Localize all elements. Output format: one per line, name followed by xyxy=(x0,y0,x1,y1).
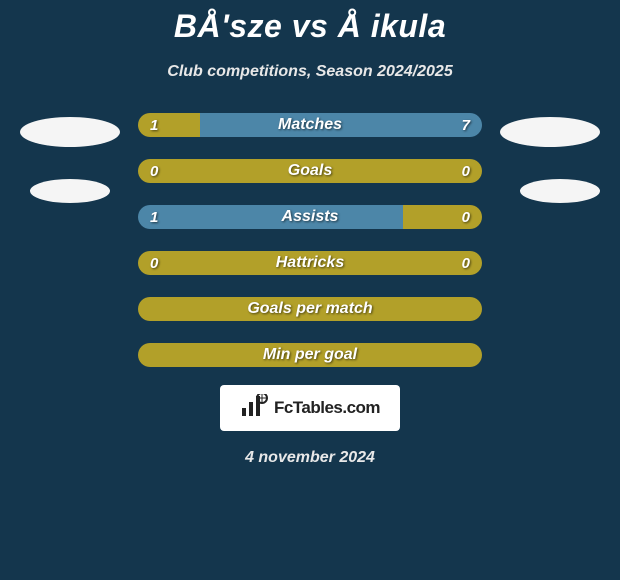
stat-label: Matches xyxy=(138,116,482,134)
club2-avatar xyxy=(520,179,600,203)
stats-card: BÅ'sze vs Å ikula Club competitions, Sea… xyxy=(0,0,620,467)
stat-label: Assists xyxy=(138,208,482,226)
stat-bar: 0Hattricks0 xyxy=(138,251,482,275)
stat-label: Goals xyxy=(138,162,482,180)
stat-bar: 1Matches7 xyxy=(138,113,482,137)
stat-value-right: 0 xyxy=(462,163,470,180)
player2-avatar xyxy=(500,117,600,147)
season-subtitle: Club competitions, Season 2024/2025 xyxy=(167,63,452,81)
comparison-title: BÅ'sze vs Å ikula xyxy=(174,8,446,45)
stat-value-right: 0 xyxy=(462,209,470,226)
stat-label: Min per goal xyxy=(138,346,482,364)
fctables-logo[interactable]: FcTables.com xyxy=(220,385,400,431)
stats-bars: 1Matches70Goals01Assists00Hattricks0Goal… xyxy=(138,113,482,367)
logo-text: FcTables.com xyxy=(274,398,380,418)
left-player-avatars xyxy=(20,113,120,367)
stat-bar: Min per goal xyxy=(138,343,482,367)
stat-label: Goals per match xyxy=(138,300,482,318)
stat-value-right: 7 xyxy=(462,117,470,134)
stat-bar: Goals per match xyxy=(138,297,482,321)
player1-avatar xyxy=(20,117,120,147)
stat-bar: 0Goals0 xyxy=(138,159,482,183)
footer-date: 4 november 2024 xyxy=(245,449,375,467)
stat-label: Hattricks xyxy=(138,254,482,272)
logo-bars-icon xyxy=(240,394,268,423)
stat-value-right: 0 xyxy=(462,255,470,272)
stat-bar: 1Assists0 xyxy=(138,205,482,229)
right-player-avatars xyxy=(500,113,600,367)
main-area: 1Matches70Goals01Assists00Hattricks0Goal… xyxy=(0,113,620,367)
club1-avatar xyxy=(30,179,110,203)
